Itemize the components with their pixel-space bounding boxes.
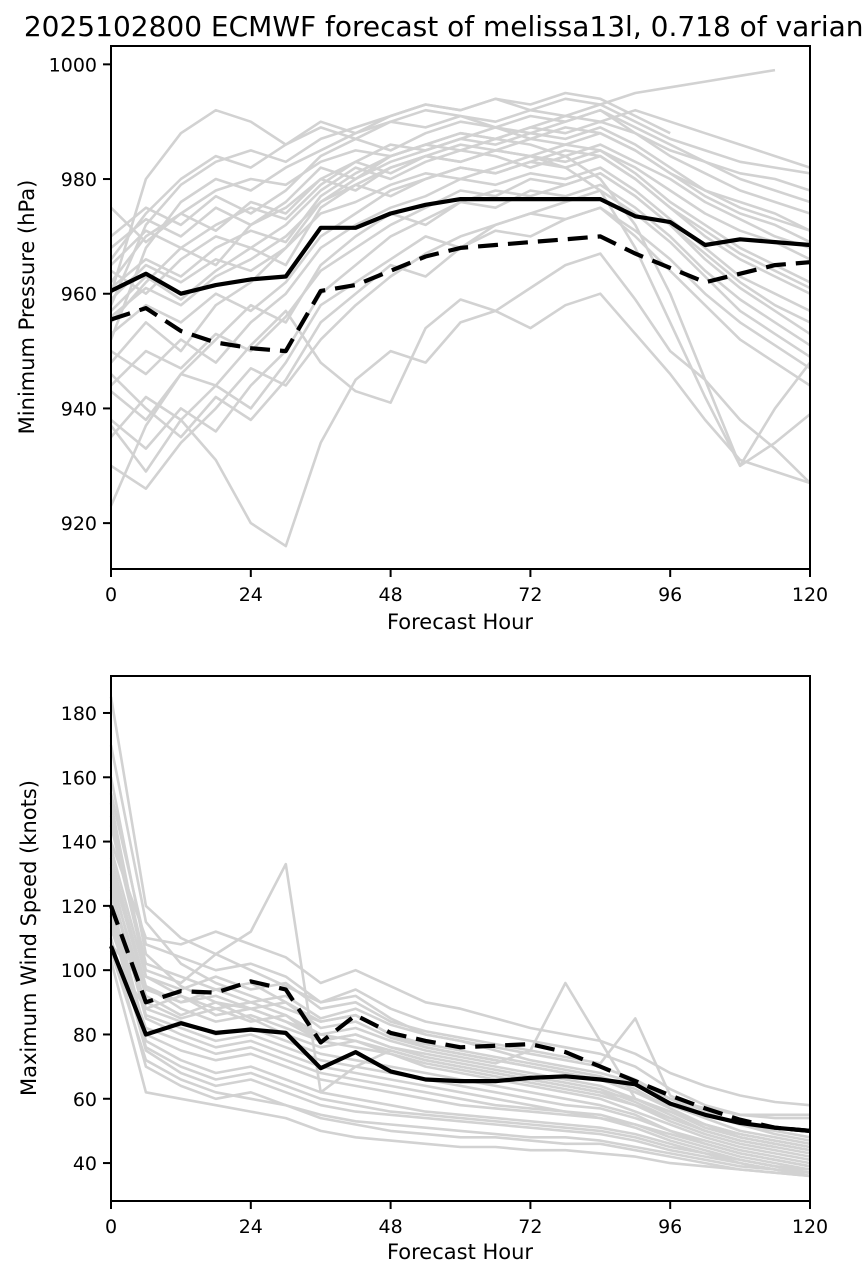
ensemble-member-line (109, 899, 811, 1174)
ensemble-member-line (110, 183, 811, 450)
y-tick-label: 960 (61, 284, 97, 306)
y-tick-label: 140 (61, 832, 97, 854)
y-tick-label: 160 (61, 767, 97, 789)
x-tick-label: 72 (518, 584, 542, 606)
y-tick-label: 40 (73, 1153, 97, 1175)
ensemble-member-line (109, 696, 811, 1139)
ensemble-member-line (110, 189, 811, 490)
ensemble-member-line (109, 950, 811, 1178)
ensemble-member-line (109, 793, 810, 1117)
ensemble-member-line (110, 143, 811, 324)
x-tick-label: 0 (105, 584, 117, 606)
y-tick-label: 60 (73, 1089, 97, 1111)
y-tick-label: 80 (73, 1024, 97, 1046)
pressure-x-axis-label: Forecast Hour (386, 610, 534, 634)
ensemble-member-line (109, 841, 811, 1107)
y-tick-label: 1000 (49, 54, 97, 76)
x-tick-label: 0 (105, 1216, 117, 1238)
y-tick-label: 120 (61, 896, 97, 918)
ensemble-member-line (109, 953, 671, 1120)
ensemble-member-line (109, 886, 811, 1165)
ensemble-mean-line (109, 945, 811, 1133)
x-tick-label: 48 (379, 584, 403, 606)
ensemble-member-line (110, 149, 811, 335)
ensemble-member-line (109, 927, 811, 1168)
ensemble-member-line (109, 866, 811, 1152)
wind-chart: 0 24 48 72 96 120 40 60 80 100 120 140 160 180 (61, 675, 828, 1238)
x-tick-label: 120 (792, 1216, 828, 1238)
ensemble-member-line (110, 149, 811, 468)
ensemble-member-line (109, 937, 811, 1174)
variance-fit-line (110, 234, 811, 354)
ensemble-member-line (110, 172, 811, 387)
y-tick-label: 180 (61, 703, 97, 725)
ensemble-member-line (110, 137, 812, 468)
x-tick-label: 72 (518, 1216, 542, 1238)
x-tick-label: 96 (658, 584, 682, 606)
ensemble-member-line (109, 960, 811, 1178)
ensemble-member-line (110, 108, 811, 249)
ensemble-member-line (109, 915, 811, 1171)
figure-title: 2025102800 ECMWF forecast of melissa13l,… (23, 10, 864, 43)
ensemble-member-line (109, 292, 811, 548)
ensemble-member-line (110, 108, 811, 238)
x-tick-label: 24 (239, 584, 263, 606)
ensemble-mean-line (110, 197, 811, 296)
pressure-chart: 0 24 48 72 96 120 920 940 960 980 1000 (49, 45, 828, 606)
ensemble-member-line (109, 921, 811, 1178)
x-tick-label: 48 (379, 1216, 403, 1238)
ensemble-member-line (109, 108, 811, 295)
ensemble-member-line (110, 131, 811, 267)
ensemble-member-line (109, 91, 671, 261)
ensemble-member-line (109, 744, 811, 1146)
x-tick-label: 120 (792, 584, 828, 606)
plot-frame (110, 675, 811, 1202)
y-tick-label: 940 (61, 398, 97, 420)
ensemble-member-line (110, 108, 811, 244)
plot-frame (110, 45, 811, 570)
ensemble-member-line (109, 879, 811, 1158)
x-tick-label: 24 (239, 1216, 263, 1238)
ensemble-member-line (109, 802, 776, 1149)
wind-x-axis-label: Forecast Hour (386, 1240, 534, 1264)
ensemble-member-line (110, 126, 811, 301)
y-tick-label: 980 (61, 169, 97, 191)
ensemble-member-line (109, 905, 811, 1174)
ensemble-member-line (109, 847, 811, 1142)
ensemble-member-line (109, 68, 776, 341)
y-tick-label: 920 (61, 513, 97, 535)
variance-fit-line (109, 905, 811, 1133)
ensemble-member-line (109, 815, 811, 1149)
ensemble-member-line (109, 857, 811, 1162)
ensemble-member-line (109, 889, 811, 1171)
x-tick-label: 96 (658, 1216, 682, 1238)
ensemble-member-line (110, 149, 811, 364)
y-tick-label: 100 (61, 960, 97, 982)
ensemble-member-line (109, 825, 811, 1155)
